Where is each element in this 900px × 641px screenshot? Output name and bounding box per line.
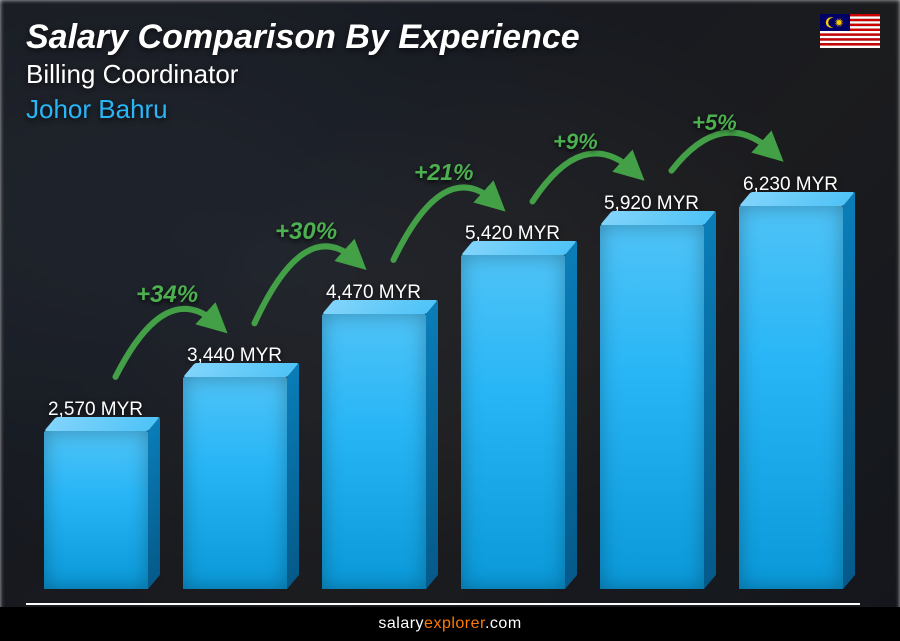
bar-slot: 5,420 MYR xyxy=(443,223,582,589)
bar xyxy=(600,225,704,589)
bars-container: 2,570 MYR3,440 MYR4,470 MYR5,420 MYR5,92… xyxy=(26,119,860,589)
bar-slot: 5,920 MYR xyxy=(582,193,721,589)
footer-brand: salaryexplorer.com xyxy=(0,607,900,641)
bar-slot: 4,470 MYR xyxy=(304,282,443,589)
bar-chart: 2,570 MYR3,440 MYR4,470 MYR5,420 MYR5,92… xyxy=(26,119,860,589)
bar-slot: 3,440 MYR xyxy=(165,345,304,589)
growth-percent-label: +30% xyxy=(275,218,337,246)
bar xyxy=(44,431,148,589)
brand-post: .com xyxy=(485,615,522,632)
bar xyxy=(739,206,843,589)
bar-slot: 2,570 MYR xyxy=(26,399,165,589)
x-axis-line xyxy=(26,603,860,605)
content-root: Salary Comparison By Experience Billing … xyxy=(0,0,900,641)
job-title: Billing Coordinator xyxy=(26,59,874,90)
brand-accent: explorer xyxy=(424,615,485,632)
growth-percent-label: +9% xyxy=(553,129,598,155)
growth-percent-label: +34% xyxy=(136,281,198,309)
brand-pre: salary xyxy=(378,615,424,632)
bar xyxy=(461,255,565,589)
bar xyxy=(322,314,426,589)
page-title: Salary Comparison By Experience xyxy=(26,18,874,57)
bar-slot: 6,230 MYR xyxy=(721,174,860,589)
bar xyxy=(183,377,287,589)
growth-percent-label: +21% xyxy=(414,159,473,186)
growth-percent-label: +5% xyxy=(692,110,737,136)
malaysia-flag-icon xyxy=(820,14,880,48)
